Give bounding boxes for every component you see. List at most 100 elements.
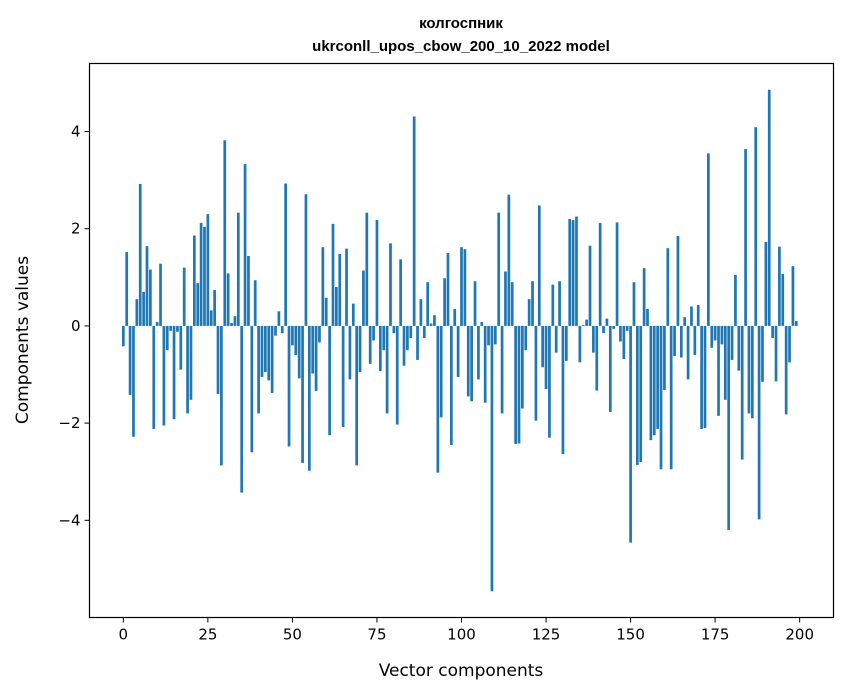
- bar-19: [186, 325, 189, 414]
- bar-83: [402, 325, 406, 366]
- bar-162: [669, 325, 673, 470]
- bar-124: [541, 325, 545, 368]
- bar-80: [392, 325, 396, 334]
- bar-46: [277, 311, 281, 326]
- bar-153: [639, 325, 643, 462]
- bar-76: [378, 325, 382, 372]
- bar-10: [155, 322, 159, 326]
- bar-71: [362, 270, 365, 326]
- bar-28: [216, 325, 220, 394]
- chart-subtitle: ukrconll_upos_cbow_200_10_2022 model: [312, 38, 610, 55]
- bar-103: [470, 325, 473, 402]
- bar-7: [145, 246, 149, 326]
- x-tick-label: 50: [283, 626, 302, 644]
- bar-24: [203, 226, 206, 326]
- bar-121: [531, 281, 534, 326]
- bar-69: [355, 325, 359, 466]
- bar-91: [429, 323, 433, 326]
- bar-100: [460, 247, 463, 326]
- bar-167: [686, 325, 690, 380]
- bar-40: [257, 325, 260, 414]
- bar-74: [372, 325, 375, 341]
- bar-34: [236, 212, 240, 326]
- bar-68: [351, 303, 355, 326]
- bar-128: [554, 325, 558, 353]
- bar-90: [426, 282, 430, 326]
- bar-72: [365, 212, 369, 326]
- bar-184: [744, 149, 747, 326]
- bar-164: [676, 236, 680, 326]
- bar-138: [588, 245, 592, 326]
- y-tick-label: −2: [58, 414, 80, 432]
- bar-86: [412, 116, 416, 326]
- bar-62: [331, 223, 335, 326]
- y-axis-ticks: −4 −2 0 2 4: [58, 123, 90, 529]
- x-tick-label: 200: [785, 626, 814, 644]
- bar-8: [149, 269, 152, 326]
- bar-55: [307, 325, 311, 471]
- bar-23: [199, 222, 203, 326]
- bar-151: [632, 282, 636, 326]
- bar-92: [433, 315, 436, 326]
- bar-109: [490, 325, 494, 592]
- bar-57: [314, 325, 318, 392]
- y-tick-label: −4: [58, 511, 80, 529]
- y-axis-label: Components values: [13, 256, 33, 424]
- bar-99: [456, 325, 460, 377]
- bar-119: [524, 325, 528, 351]
- bar-155: [646, 308, 649, 326]
- bar-5: [138, 184, 142, 326]
- bar-165: [679, 325, 683, 358]
- x-tick-label: 100: [447, 626, 476, 644]
- bar-61: [328, 325, 331, 436]
- bar-25: [206, 214, 210, 326]
- bar-111: [497, 212, 501, 326]
- bar-15: [172, 325, 176, 420]
- chart-title: колгоспник: [419, 15, 503, 32]
- bar-136: [581, 324, 585, 326]
- bar-166: [683, 317, 687, 326]
- bar-137: [585, 319, 588, 326]
- bar-158: [656, 325, 659, 429]
- bar-50: [291, 325, 294, 346]
- bar-52: [297, 325, 301, 379]
- bar-178: [723, 325, 727, 400]
- bar-140: [595, 325, 599, 391]
- bar-95: [443, 278, 446, 326]
- bar-33: [233, 316, 237, 326]
- bar-134: [575, 216, 578, 326]
- bar-161: [666, 248, 670, 326]
- bar-195: [781, 273, 785, 326]
- bar-123: [537, 205, 541, 326]
- bar-169: [693, 325, 697, 356]
- bar-120: [527, 299, 531, 326]
- x-tick-label: 175: [701, 626, 730, 644]
- bar-193: [774, 325, 778, 382]
- x-tick-label: 150: [616, 626, 645, 644]
- bar-30: [223, 140, 227, 326]
- bar-130: [561, 325, 565, 455]
- bar-114: [507, 194, 511, 326]
- bar-43: [267, 325, 271, 381]
- y-tick-label: 4: [71, 123, 81, 141]
- bar-101: [463, 249, 467, 326]
- bar-0: [121, 325, 125, 347]
- bar-190: [764, 241, 768, 326]
- bar-126: [548, 325, 551, 438]
- bar-93: [436, 325, 440, 473]
- x-tick-label: 75: [367, 626, 386, 644]
- bar-135: [578, 325, 582, 363]
- bar-79: [389, 243, 392, 326]
- y-tick-label: 0: [71, 317, 81, 335]
- bar-172: [703, 325, 707, 428]
- bar-77: [382, 325, 386, 351]
- bar-112: [500, 325, 504, 414]
- bar-173: [707, 153, 710, 326]
- bar-105: [477, 325, 480, 380]
- bar-154: [642, 268, 646, 326]
- bar-38: [250, 325, 254, 453]
- bar-14: [169, 325, 173, 331]
- bar-106: [480, 322, 484, 326]
- bar-12: [162, 325, 166, 426]
